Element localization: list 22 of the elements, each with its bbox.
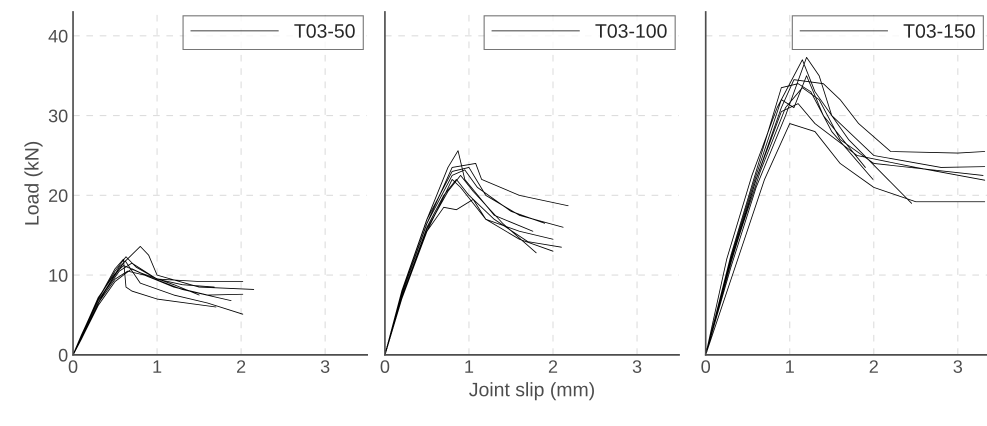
y-tick-label: 40 bbox=[48, 30, 68, 43]
y-tick-label: 10 bbox=[49, 269, 68, 282]
x-tick-label: 3 bbox=[953, 360, 962, 373]
x-axis-title: Joint slip (mm) bbox=[469, 382, 594, 400]
legend-label: T03-150 bbox=[904, 24, 975, 38]
x-tick-label: 3 bbox=[320, 360, 330, 373]
x-tick-label: 0 bbox=[701, 360, 710, 373]
x-tick-label: 1 bbox=[465, 360, 474, 373]
x-tick-label: 0 bbox=[380, 360, 390, 373]
x-tick-label: 1 bbox=[786, 360, 794, 373]
legend-label: T03-100 bbox=[595, 24, 667, 38]
x-tick-label: 3 bbox=[632, 360, 642, 373]
y-tick-label: 0 bbox=[58, 348, 68, 362]
x-tick-label: 2 bbox=[237, 360, 246, 373]
legend-label: T03-50 bbox=[294, 24, 355, 38]
x-tick-label: 0 bbox=[68, 360, 78, 373]
x-tick-label: 1 bbox=[153, 360, 162, 373]
y-axis-title: Load (kN) bbox=[24, 142, 43, 224]
y-tick-label: 20 bbox=[49, 189, 68, 202]
y-tick-label: 30 bbox=[48, 110, 68, 122]
x-tick-label: 2 bbox=[548, 360, 558, 373]
x-tick-label: 2 bbox=[870, 360, 878, 373]
